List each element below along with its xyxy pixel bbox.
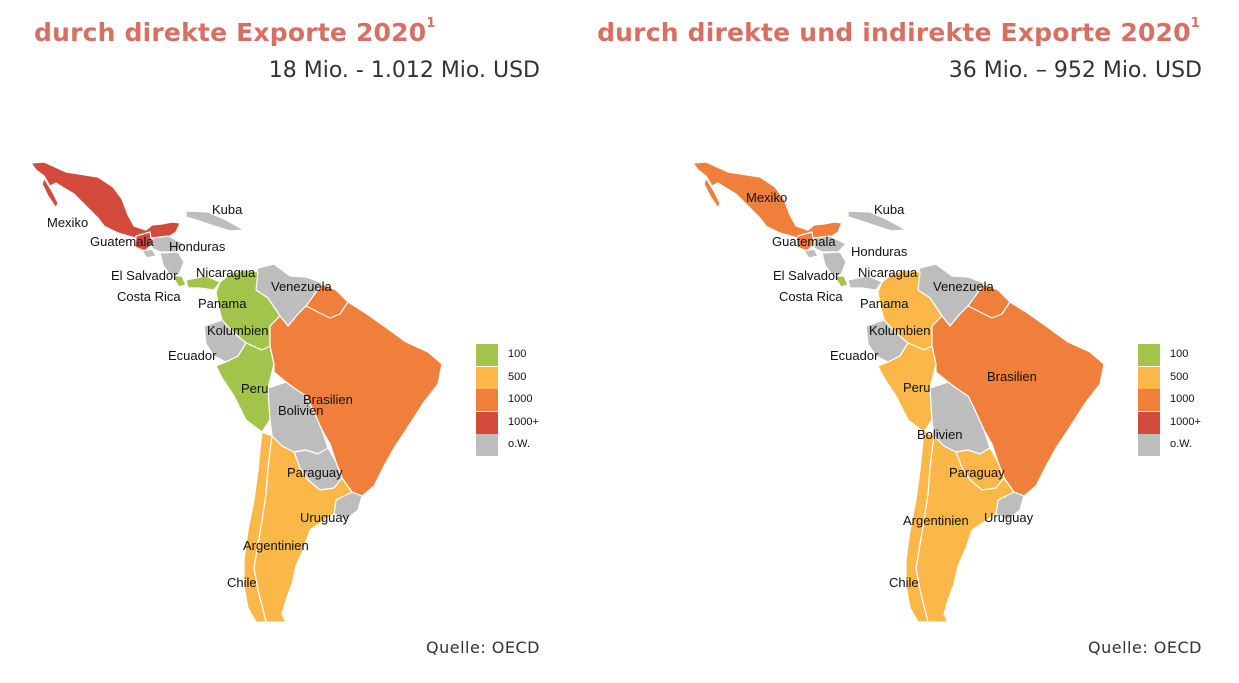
country-shapes [30,161,443,623]
legend-item: 500 [1138,366,1228,389]
map-panel-direct: durch direkte Exporte 20201 18 Mio. - 1.… [0,0,560,683]
country-label-bolivien: Bolivien [917,427,963,442]
country-label-elsalvador: El Salvador [773,268,840,283]
country-panama [847,275,883,291]
country-label-venezuela: Venezuela [271,279,332,294]
country-label-chile: Chile [889,575,919,590]
country-label-ecuador: Ecuador [830,348,879,363]
legend-item: o.W. [1138,434,1228,456]
legend-label: 500 [1170,370,1189,383]
country-label-costarica: Costa Rica [117,289,181,304]
source-note: Quelle: OECD [1088,638,1202,657]
map-title: durch direkte Exporte 20201 [34,16,436,47]
legend-swatch [1138,411,1160,434]
country-label-chile: Chile [227,575,257,590]
legend-item: 1000 [1138,389,1228,411]
country-label-honduras: Honduras [851,244,908,259]
country-labels: Mexiko Guatemala Honduras El Salvador Nicara… [746,190,1037,590]
map-panel-direct-indirect: durch direkte und indirekte Exporte 2020… [597,0,1222,683]
legend-swatch [1138,366,1160,389]
country-label-kuba: Kuba [874,202,905,217]
country-label-mexiko: Mexiko [47,215,88,230]
country-chile [243,431,273,623]
map-subtitle: 18 Mio. - 1.012 Mio. USD [268,58,540,83]
country-label-venezuela: Venezuela [933,279,994,294]
country-label-nicaragua: Nicaragua [196,265,256,280]
legend-item: 100 [476,344,566,366]
country-label-guatemala: Guatemala [772,234,836,249]
country-label-panama: Panama [198,296,247,311]
legend-swatch [476,434,498,456]
legend-swatch [1138,389,1160,411]
country-guatemala [134,231,153,252]
legend-swatch [476,344,498,366]
country-chile [905,431,935,623]
legend-item: 100 [1138,344,1228,366]
choropleth-map: Mexiko Guatemala Honduras El Salvador Nicara… [692,161,1105,623]
country-label-nicaragua: Nicaragua [858,265,918,280]
country-label-brasilien: Brasilien [987,369,1037,384]
country-label-kolumbien: Kolumbien [207,323,268,338]
country-kuba [185,210,245,232]
country-label-uruguay: Uruguay [300,510,350,525]
country-label-kolumbien: Kolumbien [869,323,930,338]
country-label-uruguay: Uruguay [984,510,1034,525]
country-kuba [847,210,907,232]
legend-label: o.W. [1170,438,1193,450]
legend-item: 1000 [476,389,566,411]
country-elsalvador [803,248,819,259]
legend-swatch [476,389,498,411]
legend-label: 500 [508,370,527,383]
legend-label: 1000 [508,393,533,405]
country-guatemala [796,231,815,252]
legend-swatch [1138,434,1160,456]
country-label-kuba: Kuba [212,202,243,217]
legend-item: 500 [476,366,566,389]
country-elsalvador [141,248,157,259]
country-label-costarica: Costa Rica [779,289,843,304]
legend-swatch [476,411,498,434]
country-label-honduras: Honduras [169,239,226,254]
legend-label: 100 [508,348,527,360]
country-label-peru: Peru [903,380,930,395]
legend-label: 100 [1170,348,1189,360]
source-note: Quelle: OECD [426,638,540,657]
legend-item: 1000+ [476,411,566,434]
legend-swatch [476,366,498,389]
country-label-mexiko: Mexiko [746,190,787,205]
country-shapes [692,161,1105,623]
country-costarica [171,275,187,288]
country-label-panama: Panama [860,296,909,311]
country-label-argentinien: Argentinien [243,538,309,553]
legend-label: o.W. [508,438,531,450]
country-label-guatemala: Guatemala [90,234,154,249]
country-nicaragua [159,251,185,276]
legend-item: 1000+ [1138,411,1228,434]
country-label-peru: Peru [241,381,268,396]
country-label-brasilien: Brasilien [303,392,353,407]
map-subtitle: 36 Mio. – 952 Mio. USD [948,58,1202,83]
country-label-paraguay: Paraguay [949,465,1005,480]
country-label-paraguay: Paraguay [287,465,343,480]
map-title: durch direkte und indirekte Exporte 2020… [597,16,1200,47]
country-costarica [833,275,849,288]
country-panama [185,275,221,291]
legend-label: 1000+ [1170,415,1201,428]
legend-label: 1000+ [508,415,539,428]
legend-swatch [1138,344,1160,366]
country-label-argentinien: Argentinien [903,513,969,528]
country-nicaragua [821,251,847,276]
legend-item: o.W. [476,434,566,456]
country-label-bolivien: Bolivien [278,403,324,418]
country-label-ecuador: Ecuador [168,348,217,363]
legend-label: 1000 [1170,393,1195,405]
country-label-elsalvador: El Salvador [111,268,178,283]
